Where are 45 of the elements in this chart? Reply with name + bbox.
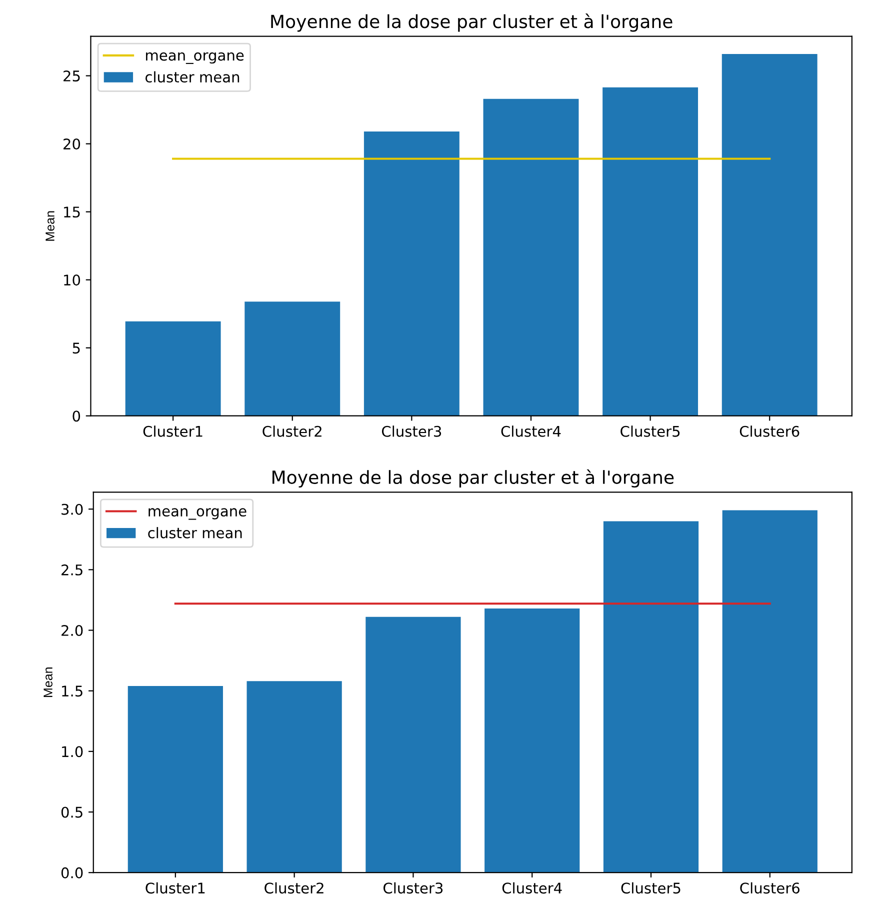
- chart-title: Moyenne de la dose par cluster et à l'organe: [272, 469, 674, 488]
- y-tick-label: 1.0: [62, 746, 83, 758]
- y-tick-label: 20: [64, 138, 80, 150]
- x-tick-label: Cluster4: [501, 426, 561, 437]
- bar: [128, 686, 223, 873]
- y-tick-label: 3.0: [62, 504, 83, 515]
- y-tick-label: 25: [64, 70, 80, 82]
- bar: [722, 510, 818, 873]
- bar: [484, 608, 580, 873]
- x-tick-label: Cluster6: [740, 882, 800, 894]
- bar: [246, 681, 342, 873]
- bar: [125, 321, 221, 416]
- y-tick-label: 2.0: [62, 624, 83, 636]
- x-tick-label: Cluster1: [146, 882, 205, 894]
- x-tick-label: Cluster1: [143, 426, 202, 437]
- y-tick-label: 15: [64, 206, 80, 218]
- x-tick-label: Cluster3: [384, 882, 443, 894]
- x-tick-label: Cluster4: [502, 882, 562, 894]
- bar: [722, 54, 818, 416]
- bar: [602, 87, 698, 416]
- bar: [366, 616, 461, 873]
- legend-label: cluster mean: [148, 527, 242, 538]
- x-tick-label: Cluster3: [382, 426, 442, 437]
- legend-label: cluster mean: [146, 71, 240, 83]
- y-tick-label: 0: [72, 410, 80, 422]
- y-tick-label: 10: [64, 274, 80, 286]
- x-tick-label: Cluster5: [621, 882, 680, 894]
- x-tick-label: Cluster5: [620, 426, 680, 437]
- x-tick-label: Cluster2: [264, 882, 324, 894]
- bar: [244, 302, 340, 416]
- y-axis-title: Mean: [44, 668, 52, 697]
- y-tick-label: 5: [72, 342, 80, 354]
- y-tick-label: 0.5: [61, 806, 82, 818]
- legend-label: mean_organe: [146, 52, 244, 64]
- legend-label: mean_organe: [148, 508, 246, 520]
- y-tick-label: 2.5: [62, 564, 82, 576]
- y-axis-title: Mean: [46, 211, 54, 241]
- chart-title: Moyenne de la dose par cluster et à l'organe: [271, 14, 672, 32]
- x-tick-label: Cluster6: [740, 426, 800, 437]
- bar: [603, 521, 699, 873]
- bar: [364, 132, 460, 416]
- x-tick-label: Cluster2: [262, 426, 322, 437]
- y-tick-label: 1.5: [62, 686, 82, 697]
- y-tick-label: 0.0: [61, 867, 83, 878]
- bar: [483, 98, 579, 416]
